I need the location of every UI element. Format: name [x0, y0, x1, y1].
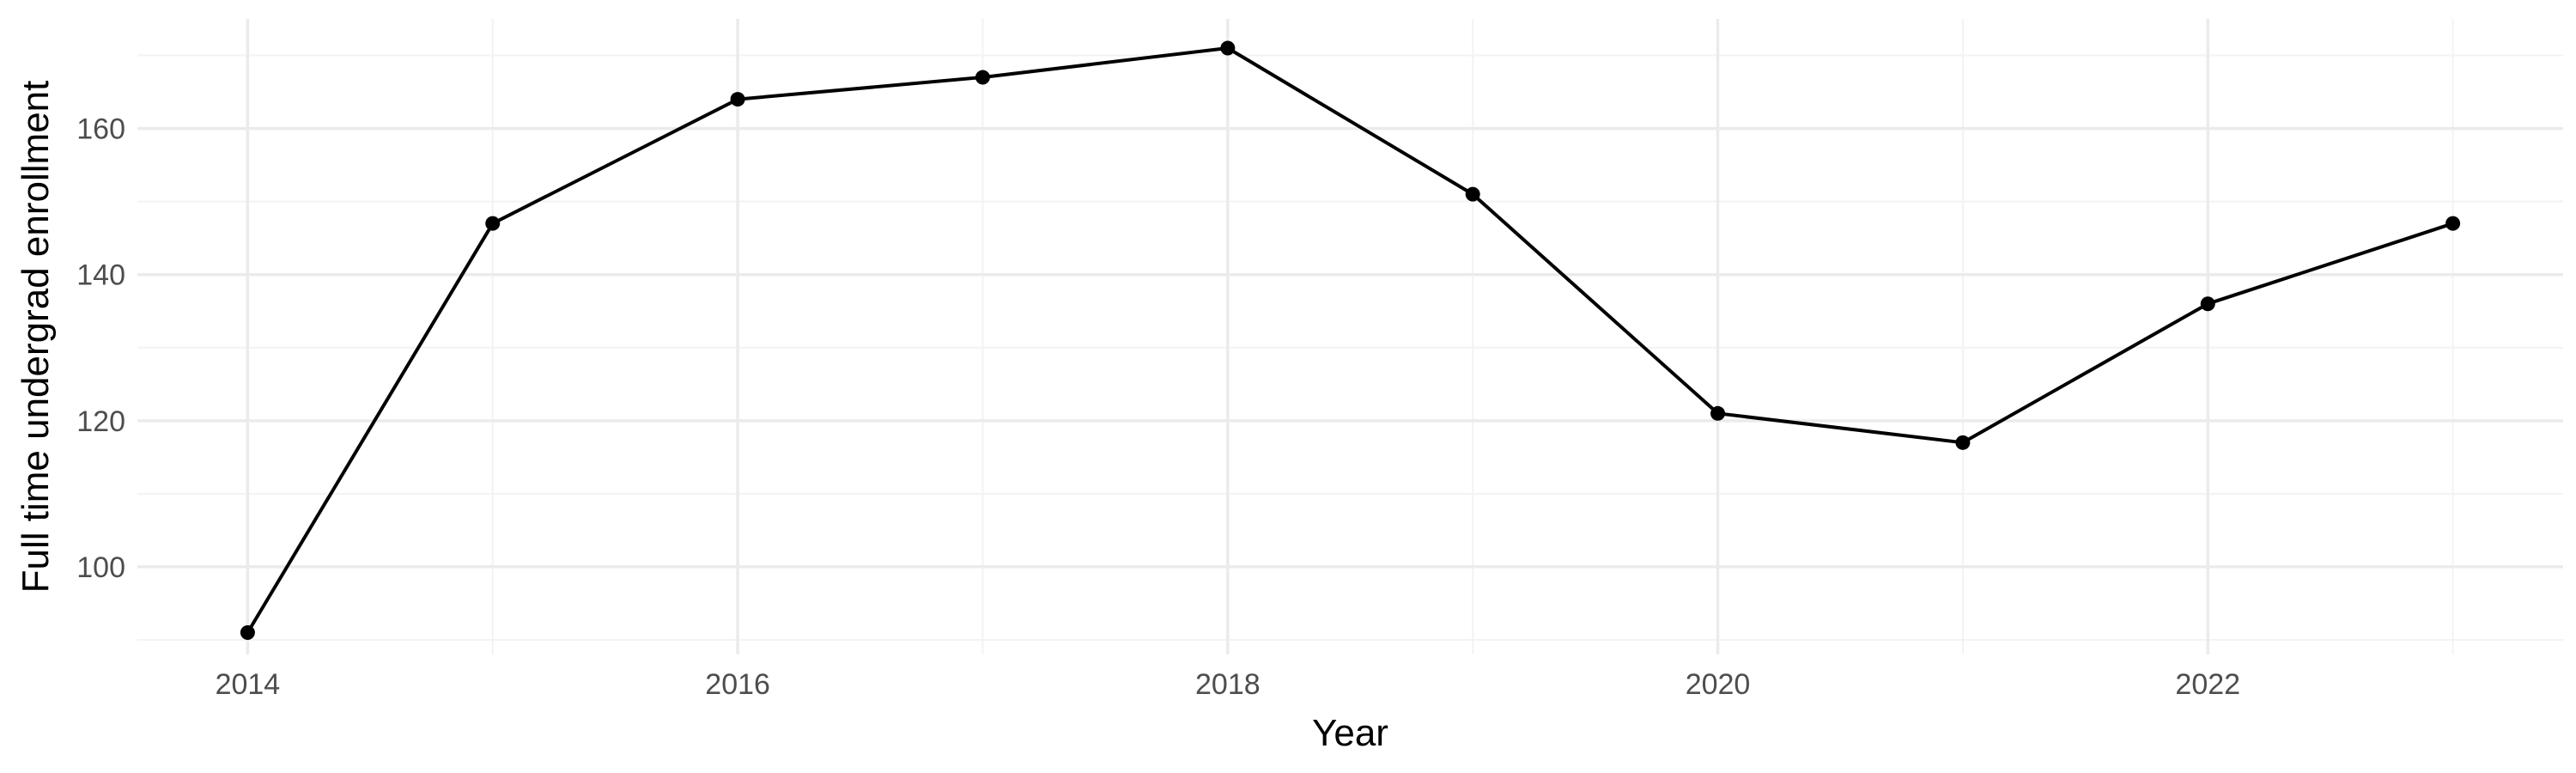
data-point: [2445, 216, 2461, 231]
y-tick-label: 160: [76, 113, 125, 146]
data-point: [1465, 186, 1480, 202]
grid: [137, 19, 2563, 654]
x-tick-label: 2022: [2175, 668, 2240, 701]
data-point: [1955, 435, 1971, 450]
series: [240, 40, 2461, 640]
x-tick-label: 2016: [705, 668, 770, 701]
x-tick-label: 2018: [1195, 668, 1261, 701]
x-tick-label: 2020: [1686, 668, 1751, 701]
data-point: [485, 216, 501, 231]
data-point: [975, 70, 990, 85]
data-point: [1710, 405, 1726, 421]
data-point: [2200, 296, 2215, 312]
x-axis-ticks: 2014 2016 2018 2020 2022: [216, 668, 2240, 701]
data-point: [730, 92, 745, 107]
series-line: [246, 46, 2455, 635]
x-tick-label: 2014: [216, 668, 281, 701]
y-tick-label: 140: [76, 259, 125, 292]
data-point: [240, 624, 255, 640]
data-point: [1220, 40, 1236, 56]
y-tick-label: 100: [76, 551, 125, 584]
y-axis-title: Full time undergrad enrollment: [15, 81, 57, 593]
x-axis-title: Year: [1312, 712, 1388, 754]
y-axis-ticks: 100 120 140 160: [76, 113, 125, 584]
y-tick-label: 120: [76, 405, 125, 438]
